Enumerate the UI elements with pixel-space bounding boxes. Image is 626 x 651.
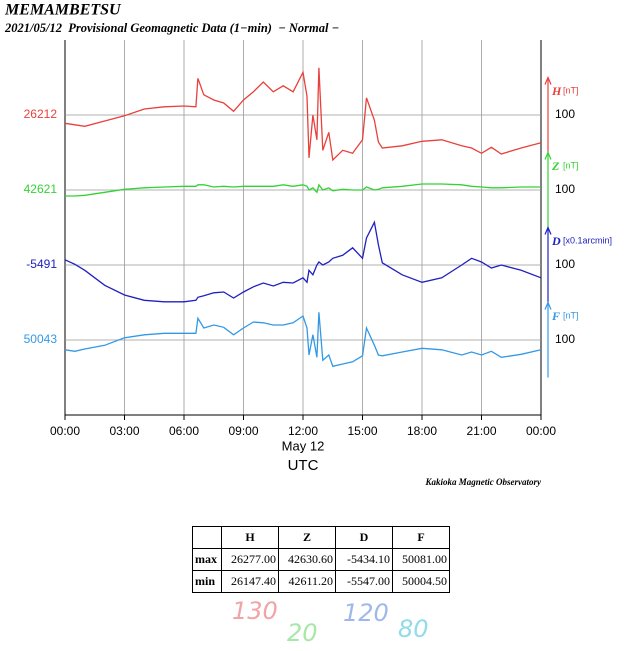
table-cell: -5547.00 <box>335 570 393 593</box>
column-header: H <box>221 526 279 549</box>
table-cell: 26147.40 <box>221 570 279 593</box>
x-tick-label: 21:00 <box>466 424 496 438</box>
series-unit: [nT] <box>563 85 579 95</box>
baseline-label: 42621 <box>24 182 58 196</box>
scale-label: 100 <box>555 182 575 196</box>
scale-arrow-head <box>544 300 552 310</box>
table-cell: 50081.00 <box>392 548 450 571</box>
table-corner <box>192 526 222 549</box>
series-unit: [nT] <box>563 160 579 170</box>
series-line <box>65 183 541 197</box>
scale-label: 100 <box>555 332 575 346</box>
column-header: D <box>335 526 393 549</box>
baseline-label: 26212 <box>24 107 58 121</box>
scale-label: 100 <box>555 257 575 271</box>
table-cell: 26277.00 <box>221 548 279 571</box>
chart-title: MEMAMBETSU <box>4 2 122 19</box>
annotation: 80 <box>398 615 429 643</box>
annotation: 130 <box>232 597 278 625</box>
series-name: Z <box>551 159 560 173</box>
series-name: D <box>551 234 561 248</box>
x-tick-label: 15:00 <box>347 424 377 438</box>
series-line <box>64 67 542 162</box>
scale-arrow-head <box>544 75 552 85</box>
x-tick-label: 09:00 <box>228 424 258 438</box>
column-header: F <box>392 526 450 549</box>
x-tick-label: 18:00 <box>407 424 437 438</box>
table-cell: 42630.60 <box>278 548 336 571</box>
scale-label: 100 <box>555 107 575 121</box>
x-tick-label: 06:00 <box>169 424 199 438</box>
series-line <box>64 220 542 303</box>
table-row: max 26277.00 42630.60 -5434.10 50081.00 <box>192 548 450 571</box>
x-tick-label: 03:00 <box>109 424 139 438</box>
chart-subtitle: 2021/05/12 Provisional Geomagnetic Data … <box>4 21 339 35</box>
scale-arrow-head <box>544 150 552 160</box>
row-header: min <box>192 570 222 593</box>
table-row: min 26147.40 42611.20 -5547.00 50004.50 <box>192 570 450 593</box>
column-header: Z <box>278 526 336 549</box>
series-name: F <box>551 309 560 323</box>
annotation: 120 <box>343 599 389 627</box>
table-cell: -5434.10 <box>335 548 393 571</box>
series-line <box>64 312 542 368</box>
baseline-label: -5491 <box>26 257 57 271</box>
series-unit: [x0.1arcmin] <box>563 235 612 245</box>
table-cell: 42611.20 <box>278 570 336 593</box>
series-name: H <box>551 84 562 98</box>
baseline-label: 50043 <box>24 332 58 346</box>
annotation: 20 <box>287 619 318 647</box>
table-cell: 50004.50 <box>392 570 450 593</box>
credit: Kakioka Magnetic Observatory <box>425 477 542 487</box>
x-tick-label: 00:00 <box>526 424 556 438</box>
scale-arrow-head <box>544 225 552 235</box>
x-tick-label: 00:00 <box>50 424 80 438</box>
row-header: max <box>192 548 222 571</box>
series-unit: [nT] <box>563 310 579 320</box>
x-axis-unit: UTC <box>288 457 319 474</box>
x-axis-label: May 12 <box>282 438 325 453</box>
x-tick-label: 12:00 <box>288 424 318 438</box>
